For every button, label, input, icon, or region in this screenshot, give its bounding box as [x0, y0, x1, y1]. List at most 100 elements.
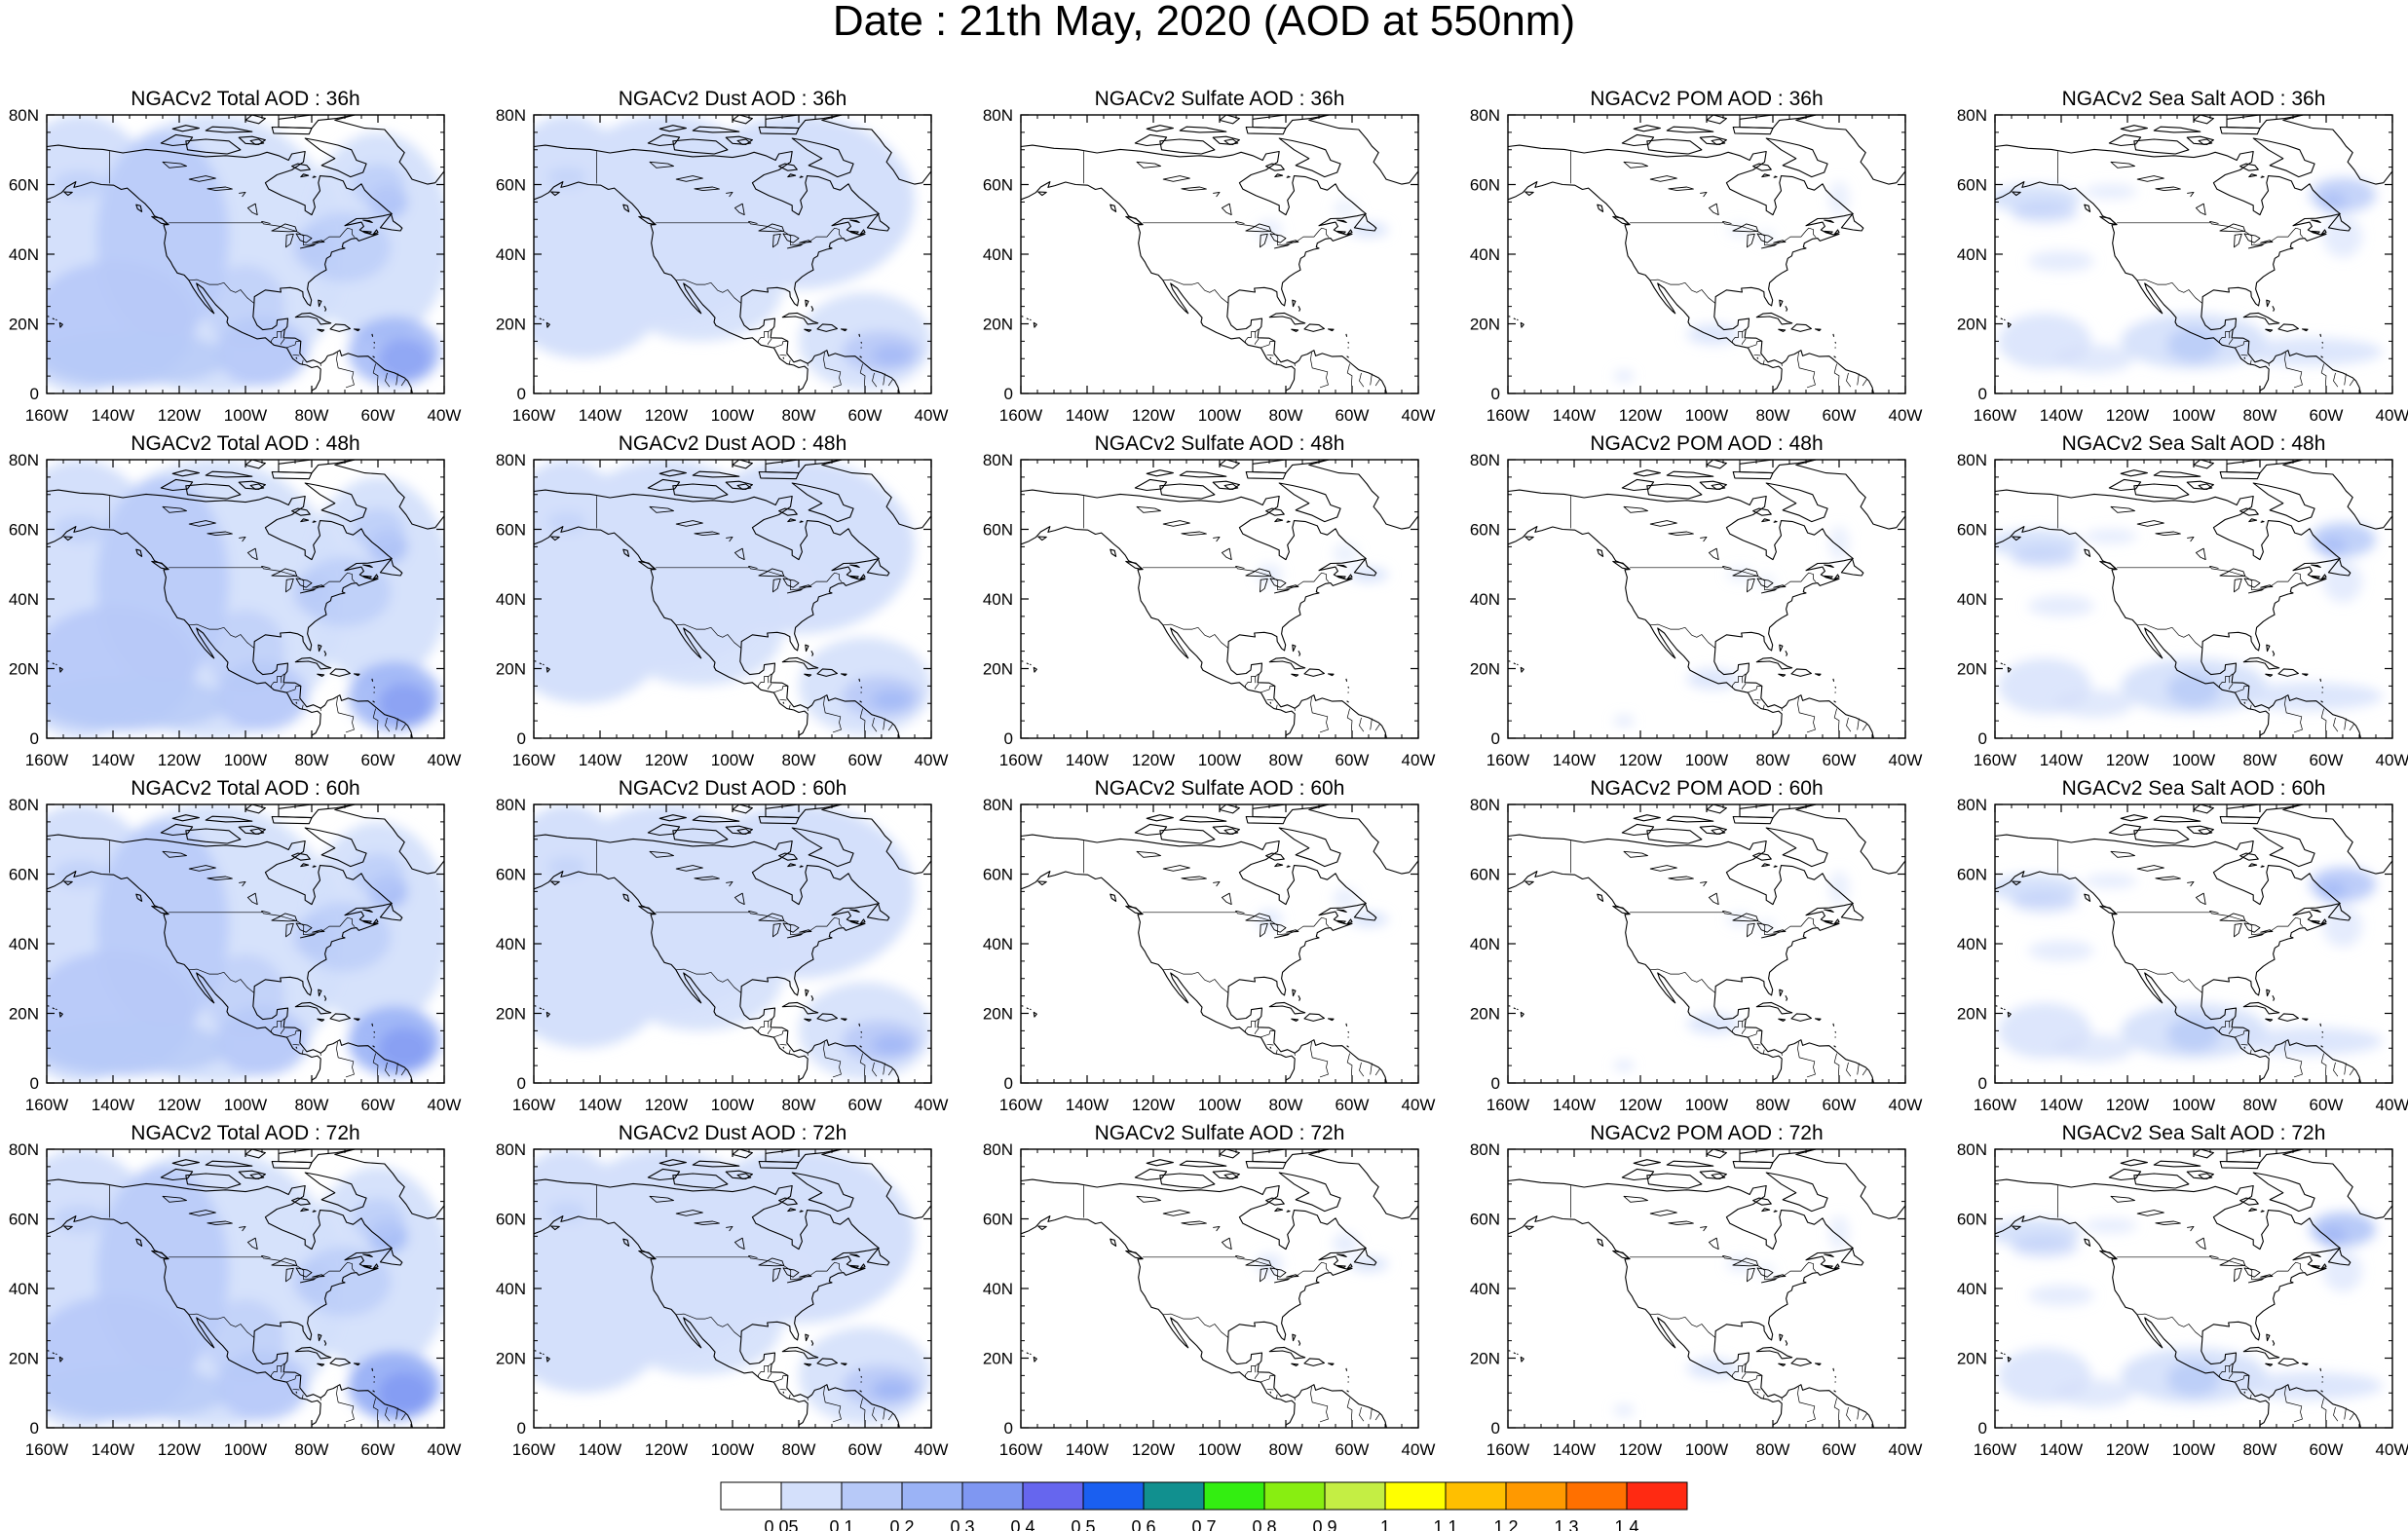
country-border: [1245, 1363, 1260, 1378]
coastline-island: [1833, 1390, 1836, 1393]
aod-blob: [617, 926, 782, 1031]
country-border: [767, 1027, 772, 1035]
country-border: [807, 362, 809, 366]
coastline-island: [1824, 919, 1833, 924]
lon-tick-label: 120W: [1132, 1440, 1175, 1459]
lat-tick-label: 80N: [496, 451, 526, 469]
country-border: [2344, 1063, 2347, 1075]
lake-outline: [1181, 186, 1207, 192]
lake-outline: [1649, 1210, 1677, 1216]
coastline-island: [658, 469, 687, 477]
lon-tick-label: 60W: [2310, 1096, 2344, 1114]
coastline-island: [1755, 1346, 1793, 1360]
coastline-island: [2311, 575, 2320, 579]
lake-outline: [1708, 892, 1719, 906]
lat-tick-label: 20N: [496, 1005, 526, 1024]
coastline-island: [2153, 815, 2201, 823]
coastline-island: [781, 312, 819, 325]
lake-outline: [758, 568, 785, 578]
country-border: [2240, 1043, 2248, 1046]
lake-outline: [1181, 876, 1207, 881]
coastline-island: [1278, 1172, 1341, 1213]
lake-outline: [295, 922, 313, 933]
aod-blob: [617, 1271, 782, 1376]
country-border: [400, 1068, 406, 1076]
lat-tick-label: 40N: [983, 935, 1013, 953]
country-border: [1762, 704, 1765, 710]
country-border: [2219, 328, 2234, 344]
coastline-island: [622, 1238, 630, 1247]
coastline-island: [1524, 1225, 1534, 1231]
aod-blob: [2084, 874, 2138, 888]
aod-blob: [298, 902, 392, 972]
coastline-island: [1761, 1208, 1771, 1213]
coastline-island: [372, 229, 379, 236]
country-border: [1370, 1407, 1373, 1420]
coastlines: [47, 1149, 444, 1428]
country-border: [1370, 718, 1373, 730]
coastline-mainland: [47, 1178, 413, 1428]
lon-tick-label: 40W: [1402, 1096, 1436, 1114]
aod-blob: [298, 1247, 392, 1317]
lake-outline: [2243, 233, 2261, 243]
lon-tick-label: 140W: [1066, 1096, 1109, 1114]
lat-tick-label: 80N: [9, 106, 39, 125]
lon-tick-label: 160W: [512, 751, 555, 769]
lon-tick-label: 80W: [782, 751, 816, 769]
lake-outline: [299, 933, 316, 939]
coastline-island: [1755, 656, 1793, 670]
country-border: [286, 341, 302, 349]
coastline-island: [318, 989, 322, 997]
coastline-island: [278, 460, 356, 474]
coastline-island: [791, 137, 854, 178]
lon-tick-label: 80W: [1269, 1096, 1303, 1114]
country-border: [1862, 724, 1867, 731]
coastlines: [1995, 115, 2392, 393]
lake-outline: [2247, 933, 2264, 939]
coastline-island: [1834, 686, 1837, 689]
aod-blob: [2319, 880, 2347, 903]
coastline-island: [2243, 701, 2246, 704]
coastline-island: [1037, 880, 1047, 886]
aod-blob: [206, 1298, 285, 1383]
country-border: [1846, 1062, 1852, 1077]
lon-tick-label: 60W: [361, 751, 395, 769]
coastline-island: [2311, 564, 2321, 569]
coastline-island: [151, 215, 169, 226]
lake-outline: [2155, 531, 2181, 537]
coastline-island: [1524, 880, 1534, 886]
coastline-island: [362, 564, 373, 569]
coastline-island: [2099, 560, 2117, 571]
lon-tick-label: 140W: [92, 1440, 134, 1459]
country-border: [2344, 373, 2347, 386]
coastline-island: [736, 828, 752, 835]
country-border: [1797, 696, 1816, 733]
lon-tick-label: 40W: [1889, 1440, 1923, 1459]
lat-tick-label: 20N: [9, 1005, 39, 1024]
coastline-island: [1833, 229, 1840, 236]
coastline-island: [849, 919, 859, 924]
country-border: [271, 328, 285, 344]
coastline-island: [2282, 460, 2392, 530]
coastline-island: [2099, 905, 2117, 915]
country-border: [656, 1255, 843, 1281]
country-border: [773, 1375, 789, 1383]
lat-tick-label: 40N: [9, 245, 39, 264]
lat-tick-label: 40N: [1957, 1280, 1987, 1298]
coastline-island: [185, 138, 242, 155]
coastline-island: [1353, 213, 1377, 232]
lat-tick-label: 40N: [1470, 1280, 1500, 1298]
lon-tick-label: 120W: [2106, 1440, 2149, 1459]
coastline-island: [278, 115, 356, 130]
country-border: [372, 1398, 379, 1421]
coastline-island: [1346, 574, 1353, 580]
country-border: [280, 1372, 285, 1380]
lon-tick-label: 140W: [579, 406, 621, 425]
lon-tick-label: 60W: [848, 1440, 883, 1459]
coastline-island: [1327, 1363, 1335, 1366]
coastline-mainland: [1995, 834, 2361, 1083]
lon-tick-label: 80W: [2243, 406, 2277, 425]
aod-blob: [298, 212, 392, 282]
lake-outline: [1181, 531, 1207, 537]
